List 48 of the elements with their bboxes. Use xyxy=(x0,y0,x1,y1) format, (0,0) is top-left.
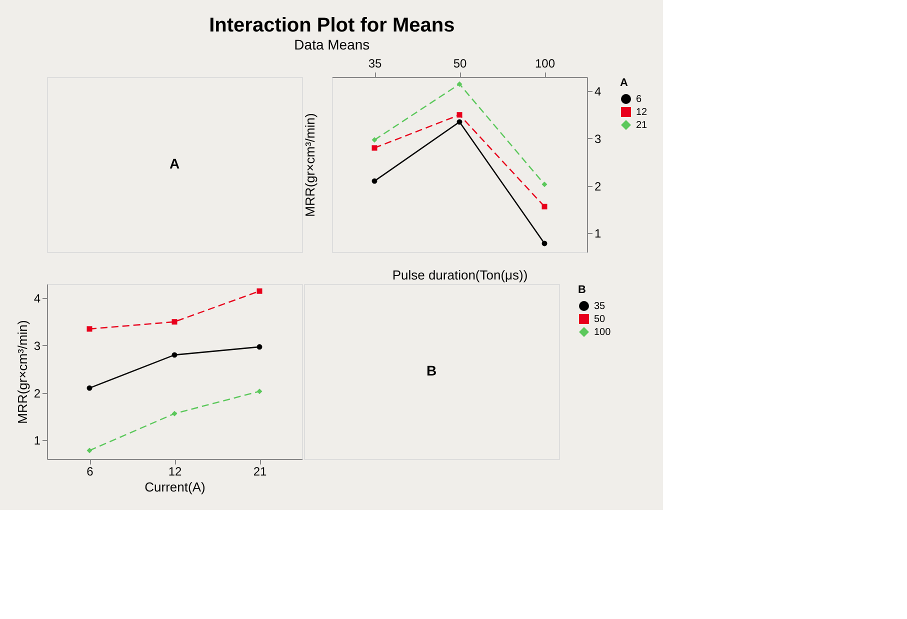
x-tick-label: 50 xyxy=(453,56,467,70)
point xyxy=(256,388,262,394)
legend-label: 21 xyxy=(636,120,648,131)
point xyxy=(86,448,92,454)
legend-label: 35 xyxy=(594,301,606,312)
x-tick-label: 21 xyxy=(253,464,267,478)
legend-title: B xyxy=(578,284,586,296)
point xyxy=(172,319,178,325)
legend-title: A xyxy=(620,77,628,89)
point xyxy=(456,119,462,125)
legend-label: 12 xyxy=(636,107,648,118)
x-tick-label: 6 xyxy=(86,464,94,478)
y-tick-label: 3 xyxy=(34,338,41,353)
x-tick-label: 100 xyxy=(534,56,556,70)
point xyxy=(456,112,462,118)
x-tick-label: 35 xyxy=(368,56,382,70)
y-tick-label: 2 xyxy=(34,386,41,400)
point xyxy=(542,182,548,188)
x-tick-label: 12 xyxy=(168,464,182,478)
legend-label: 6 xyxy=(636,94,642,105)
point xyxy=(256,288,262,294)
legend-label: 100 xyxy=(594,327,612,338)
text: A xyxy=(169,156,180,172)
point xyxy=(542,240,548,246)
x-axis-title: Current(A) xyxy=(144,480,206,494)
point xyxy=(172,410,178,416)
point xyxy=(172,352,178,358)
y-tick-label: 3 xyxy=(594,132,602,146)
y-tick-label: 1 xyxy=(594,226,602,241)
y-tick-label: 1 xyxy=(34,434,41,448)
point xyxy=(256,344,262,350)
text: B xyxy=(426,362,437,378)
legend-label: 50 xyxy=(594,314,606,325)
point xyxy=(372,178,378,184)
y-axis-title: MRR(gr×cm³/min) xyxy=(14,320,30,424)
point xyxy=(456,81,462,87)
y-tick-label: 4 xyxy=(594,84,602,99)
x-axis-title: Pulse duration(Ton(μs)) xyxy=(392,268,528,282)
point xyxy=(86,326,92,332)
point xyxy=(86,385,92,391)
y-tick-label: 2 xyxy=(594,179,602,194)
text: Data Means xyxy=(294,36,370,52)
point xyxy=(542,204,548,210)
y-tick-label: 4 xyxy=(34,292,41,306)
y-axis-title: MRR(gr×cm³/min) xyxy=(302,113,318,217)
point xyxy=(372,145,378,151)
point xyxy=(372,137,378,143)
text: Interaction Plot for Means xyxy=(209,14,455,36)
